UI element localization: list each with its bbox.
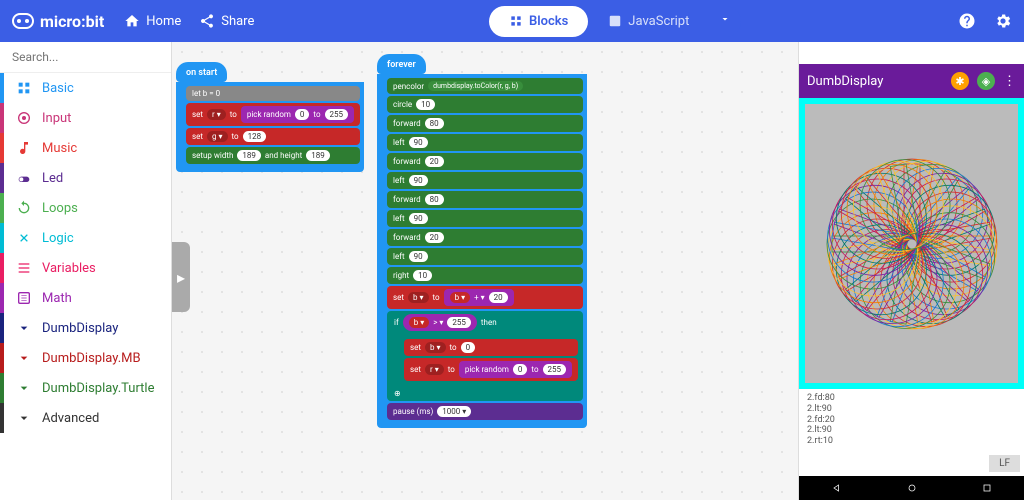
bluetooth-icon[interactable]: ✱ <box>951 72 969 90</box>
sidebar: BasicInputMusicLedLoopsLogicVariablesMat… <box>0 42 172 500</box>
search-box[interactable] <box>0 42 171 73</box>
home-button[interactable]: Home <box>124 13 181 29</box>
back-icon[interactable] <box>831 482 843 494</box>
ddmb-icon <box>16 350 32 366</box>
forward-block[interactable]: forward80 <box>387 191 583 208</box>
basic-icon <box>16 80 32 96</box>
loops-icon <box>16 200 32 216</box>
recent-icon[interactable] <box>981 482 993 494</box>
logic-icon <box>16 230 32 246</box>
tab-js-label: JavaScript <box>628 14 689 29</box>
category-music[interactable]: Music <box>0 133 171 163</box>
forward-block[interactable]: forward20 <box>387 153 583 170</box>
led-icon <box>16 170 32 186</box>
blocks-icon <box>509 14 523 28</box>
adv-icon <box>16 410 32 426</box>
forward-block[interactable]: forward20 <box>387 229 583 246</box>
topbar: micro:bit Home Share Blocks JavaScript <box>0 0 1024 42</box>
category-adv[interactable]: Advanced <box>0 403 171 433</box>
connect-icon[interactable]: ◈ <box>977 72 995 90</box>
left-block[interactable]: left90 <box>387 248 583 265</box>
let-b-block[interactable]: let b = 0 <box>186 86 360 101</box>
set-b-plus-block[interactable]: setb ▾to b ▾+ ▾20 <box>387 286 583 309</box>
turtle-canvas <box>805 104 1018 383</box>
dd-icon <box>16 320 32 336</box>
input-icon <box>16 110 32 126</box>
microbit-logo-icon <box>12 13 34 29</box>
pencolor-block[interactable]: pencolordumbdisplay.toColor(r, g, b) <box>387 78 583 94</box>
category-led[interactable]: Led <box>0 163 171 193</box>
circle-block[interactable]: circle10 <box>387 96 583 113</box>
chevron-down-icon <box>719 13 731 25</box>
category-dd[interactable]: DumbDisplay <box>0 313 171 343</box>
set-b0-block[interactable]: setb ▾to0 <box>404 339 578 356</box>
forever-hat: forever <box>377 54 426 74</box>
category-ddmb[interactable]: DumbDisplay.MB <box>0 343 171 373</box>
view-tabs: Blocks JavaScript <box>489 6 741 37</box>
home-label: Home <box>146 14 181 29</box>
left-block[interactable]: left90 <box>387 134 583 151</box>
music-icon <box>16 140 32 156</box>
tab-blocks-label: Blocks <box>529 14 568 29</box>
forward-block[interactable]: forward80 <box>387 115 583 132</box>
on-start-block[interactable]: on start let b = 0 setr ▾to pick random0… <box>176 62 364 172</box>
ddt-icon <box>16 380 32 396</box>
share-icon <box>199 13 215 29</box>
category-input[interactable]: Input <box>0 103 171 133</box>
sim-header: DumbDisplay ✱ ◈ ⋮ <box>799 64 1024 98</box>
simulator-toggle[interactable]: ▸ <box>172 242 190 312</box>
category-math[interactable]: Math <box>0 283 171 313</box>
pause-block[interactable]: pause (ms)1000 ▾ <box>387 403 583 420</box>
gear-icon[interactable] <box>994 12 1012 30</box>
home-nav-icon[interactable] <box>906 482 918 494</box>
category-loops[interactable]: Loops <box>0 193 171 223</box>
share-button[interactable]: Share <box>199 13 254 29</box>
right-block[interactable]: right10 <box>387 267 583 284</box>
math-icon <box>16 290 32 306</box>
set-r-block[interactable]: setr ▾to pick random0to255 <box>186 103 360 126</box>
lf-button[interactable]: LF <box>989 455 1020 472</box>
help-icon[interactable] <box>958 12 976 30</box>
logo-text: micro:bit <box>40 12 104 31</box>
tab-blocks[interactable]: Blocks <box>489 6 588 37</box>
blocks-canvas[interactable]: ▸ on start let b = 0 setr ▾to pick rando… <box>172 42 798 500</box>
menu-icon[interactable]: ⋮ <box>1003 74 1016 89</box>
category-ddt[interactable]: DumbDisplay.Turtle <box>0 373 171 403</box>
set-r2-block[interactable]: setr ▾to pick random0to255 <box>404 358 578 381</box>
tab-javascript[interactable]: JavaScript <box>588 6 709 37</box>
category-variables[interactable]: Variables <box>0 253 171 283</box>
sim-title: DumbDisplay <box>807 74 883 89</box>
js-icon <box>608 14 622 28</box>
search-input[interactable] <box>12 50 168 64</box>
share-label: Share <box>221 14 254 29</box>
setup-block[interactable]: setup width189and height189 <box>186 147 360 164</box>
logo[interactable]: micro:bit <box>12 12 104 31</box>
category-logic[interactable]: Logic <box>0 223 171 253</box>
tab-chevron[interactable] <box>709 13 741 29</box>
home-icon <box>124 13 140 29</box>
category-basic[interactable]: Basic <box>0 73 171 103</box>
left-block[interactable]: left90 <box>387 172 583 189</box>
android-nav <box>799 476 1024 500</box>
simulator-panel: DumbDisplay ✱ ◈ ⋮ 2.fd:802.lt:902.fd:202… <box>798 42 1024 500</box>
spirograph-drawing <box>812 144 1012 344</box>
sim-log: 2.fd:802.lt:902.fd:202.lt:902.rt:10 <box>799 389 1024 451</box>
on-start-hat: on start <box>176 62 227 82</box>
left-block[interactable]: left90 <box>387 210 583 227</box>
variables-icon <box>16 260 32 276</box>
set-g-block[interactable]: setg ▾to128 <box>186 128 360 145</box>
if-block[interactable]: if b ▾> ▾255 then setb ▾to0 setr ▾to pic… <box>387 311 583 401</box>
topbar-right <box>958 12 1012 30</box>
forever-block[interactable]: forever pencolordumbdisplay.toColor(r, g… <box>377 54 587 428</box>
